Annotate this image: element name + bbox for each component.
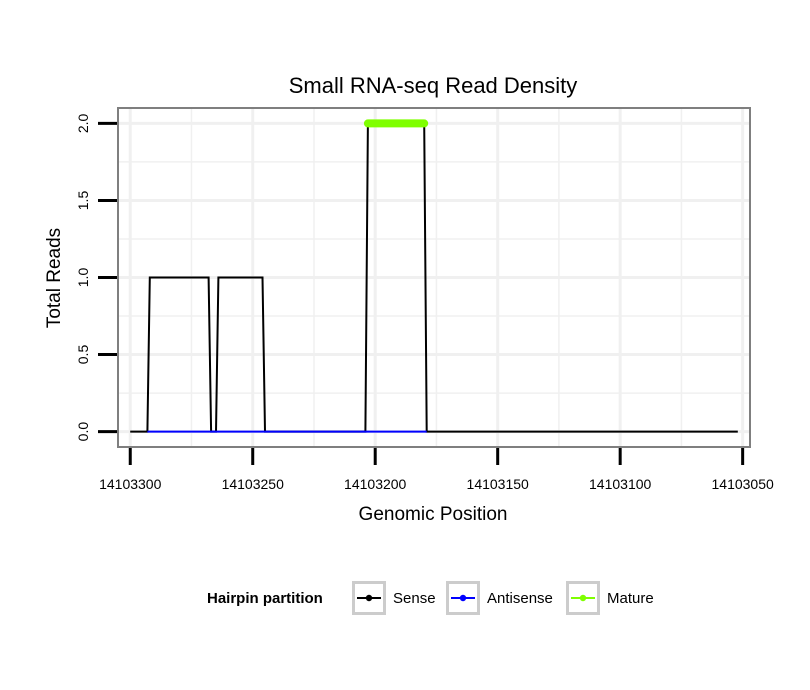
x-tick-label: 14103250 — [222, 476, 285, 492]
y-axis-title: Total Reads — [44, 228, 65, 328]
x-tick-label: 14103150 — [467, 476, 530, 492]
y-tick-label: 1.0 — [75, 268, 91, 288]
legend-label: Antisense — [487, 590, 553, 607]
legend-label: Mature — [607, 590, 654, 607]
y-tick-label: 1.5 — [75, 191, 91, 211]
y-tick-label: 0.5 — [75, 345, 91, 365]
legend-title: Hairpin partition — [207, 590, 323, 607]
x-tick-label: 14103100 — [589, 476, 652, 492]
legend-item-antisense: Antisense — [446, 581, 553, 615]
axes: 14103300 14103250 14103200 14103150 14103100… — [75, 113, 774, 492]
legend-label: Sense — [393, 590, 436, 607]
plot-panel-border — [117, 107, 751, 448]
grid-lines — [118, 108, 750, 447]
chart-title: Small RNA-seq Read Density — [289, 73, 578, 98]
x-tick-label: 14103200 — [344, 476, 407, 492]
legend-key-point — [459, 594, 467, 602]
x-axis-title: Genomic Position — [359, 504, 508, 525]
legend-key-point — [579, 594, 587, 602]
x-tick-label: 14103050 — [712, 476, 775, 492]
legend-item-mature: Mature — [566, 581, 654, 615]
y-tick-label: 0.0 — [75, 422, 91, 442]
y-tick-label: 2.0 — [75, 113, 91, 133]
legend: Hairpin partition Sense Antisense Mature — [207, 581, 654, 615]
legend-item-sense: Sense — [352, 581, 436, 615]
x-tick-label: 14103300 — [99, 476, 162, 492]
legend-key-point — [365, 594, 373, 602]
series-lines — [130, 119, 738, 433]
